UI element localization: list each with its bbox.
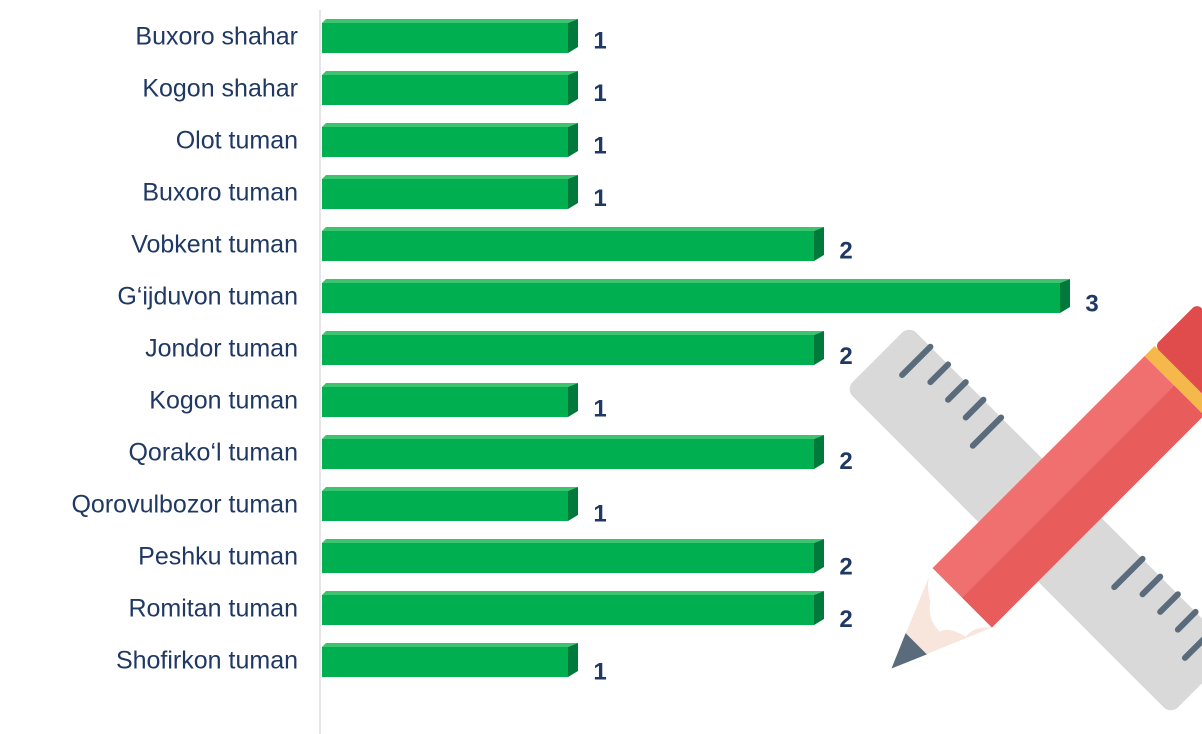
category-label: Buxoro shahar — [135, 23, 298, 51]
value-label: 1 — [593, 396, 606, 423]
value-label: 2 — [839, 343, 852, 370]
value-label: 1 — [593, 659, 606, 686]
category-label: Shofirkon tuman — [116, 647, 298, 675]
value-label: 2 — [839, 553, 852, 580]
category-label: Kogon tuman — [149, 387, 298, 415]
bar — [322, 487, 578, 521]
bar — [322, 123, 578, 157]
bar — [322, 19, 578, 53]
value-label: 1 — [593, 501, 606, 528]
bar — [322, 643, 578, 677]
value-label: 2 — [839, 606, 852, 633]
category-label: Buxoro tuman — [142, 179, 298, 207]
value-label: 1 — [593, 185, 606, 212]
value-label: 3 — [1085, 290, 1098, 317]
category-label: Peshku tuman — [138, 543, 298, 571]
category-label: Qorako‘l tuman — [128, 439, 298, 467]
category-label: Olot tuman — [176, 127, 298, 155]
category-label: Vobkent tuman — [131, 231, 298, 259]
bar — [322, 435, 824, 469]
bar — [322, 383, 578, 417]
category-label: Kogon shahar — [142, 75, 298, 103]
category-label: Qorovulbozor tuman — [71, 491, 298, 519]
chart: Buxoro shahar 1 Kogon shahar 1 Olot tuman 1 Bu… — [0, 0, 1202, 734]
value-label: 2 — [839, 238, 852, 265]
category-label: Jondor tuman — [145, 335, 298, 363]
bar — [322, 591, 824, 625]
bar — [322, 71, 578, 105]
bar — [322, 331, 824, 365]
bar — [322, 175, 578, 209]
value-label: 2 — [839, 448, 852, 475]
value-label: 1 — [593, 133, 606, 160]
value-label: 1 — [593, 27, 606, 54]
bar — [322, 227, 824, 261]
page: {"chart_data": {"type": "bar", "orientat… — [0, 0, 1202, 734]
bar — [322, 539, 824, 573]
illustration — [846, 304, 1202, 715]
value-label: 1 — [593, 80, 606, 107]
bar — [322, 279, 1070, 313]
category-label: G‘ijduvon tuman — [117, 283, 298, 311]
category-label: Romitan tuman — [128, 595, 298, 623]
